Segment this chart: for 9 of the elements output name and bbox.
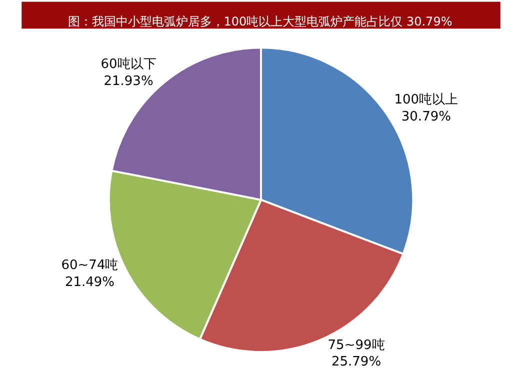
slice-label: 100吨以上 xyxy=(394,92,458,108)
slice-label: 60吨以下 xyxy=(100,56,156,72)
data-label: 30.79% xyxy=(401,109,451,124)
slice-label: 75~99吨 xyxy=(328,338,385,353)
data-label: 21.49% xyxy=(64,274,115,290)
data-label: 21.93% xyxy=(104,74,154,89)
data-label: 25.79% xyxy=(331,354,382,370)
chart-title: 图：我国中小型电弧炉居多，100吨以上大型电弧炉产能占比仅 30.79% xyxy=(68,14,452,28)
slice-label: 60~74吨 xyxy=(61,258,118,273)
